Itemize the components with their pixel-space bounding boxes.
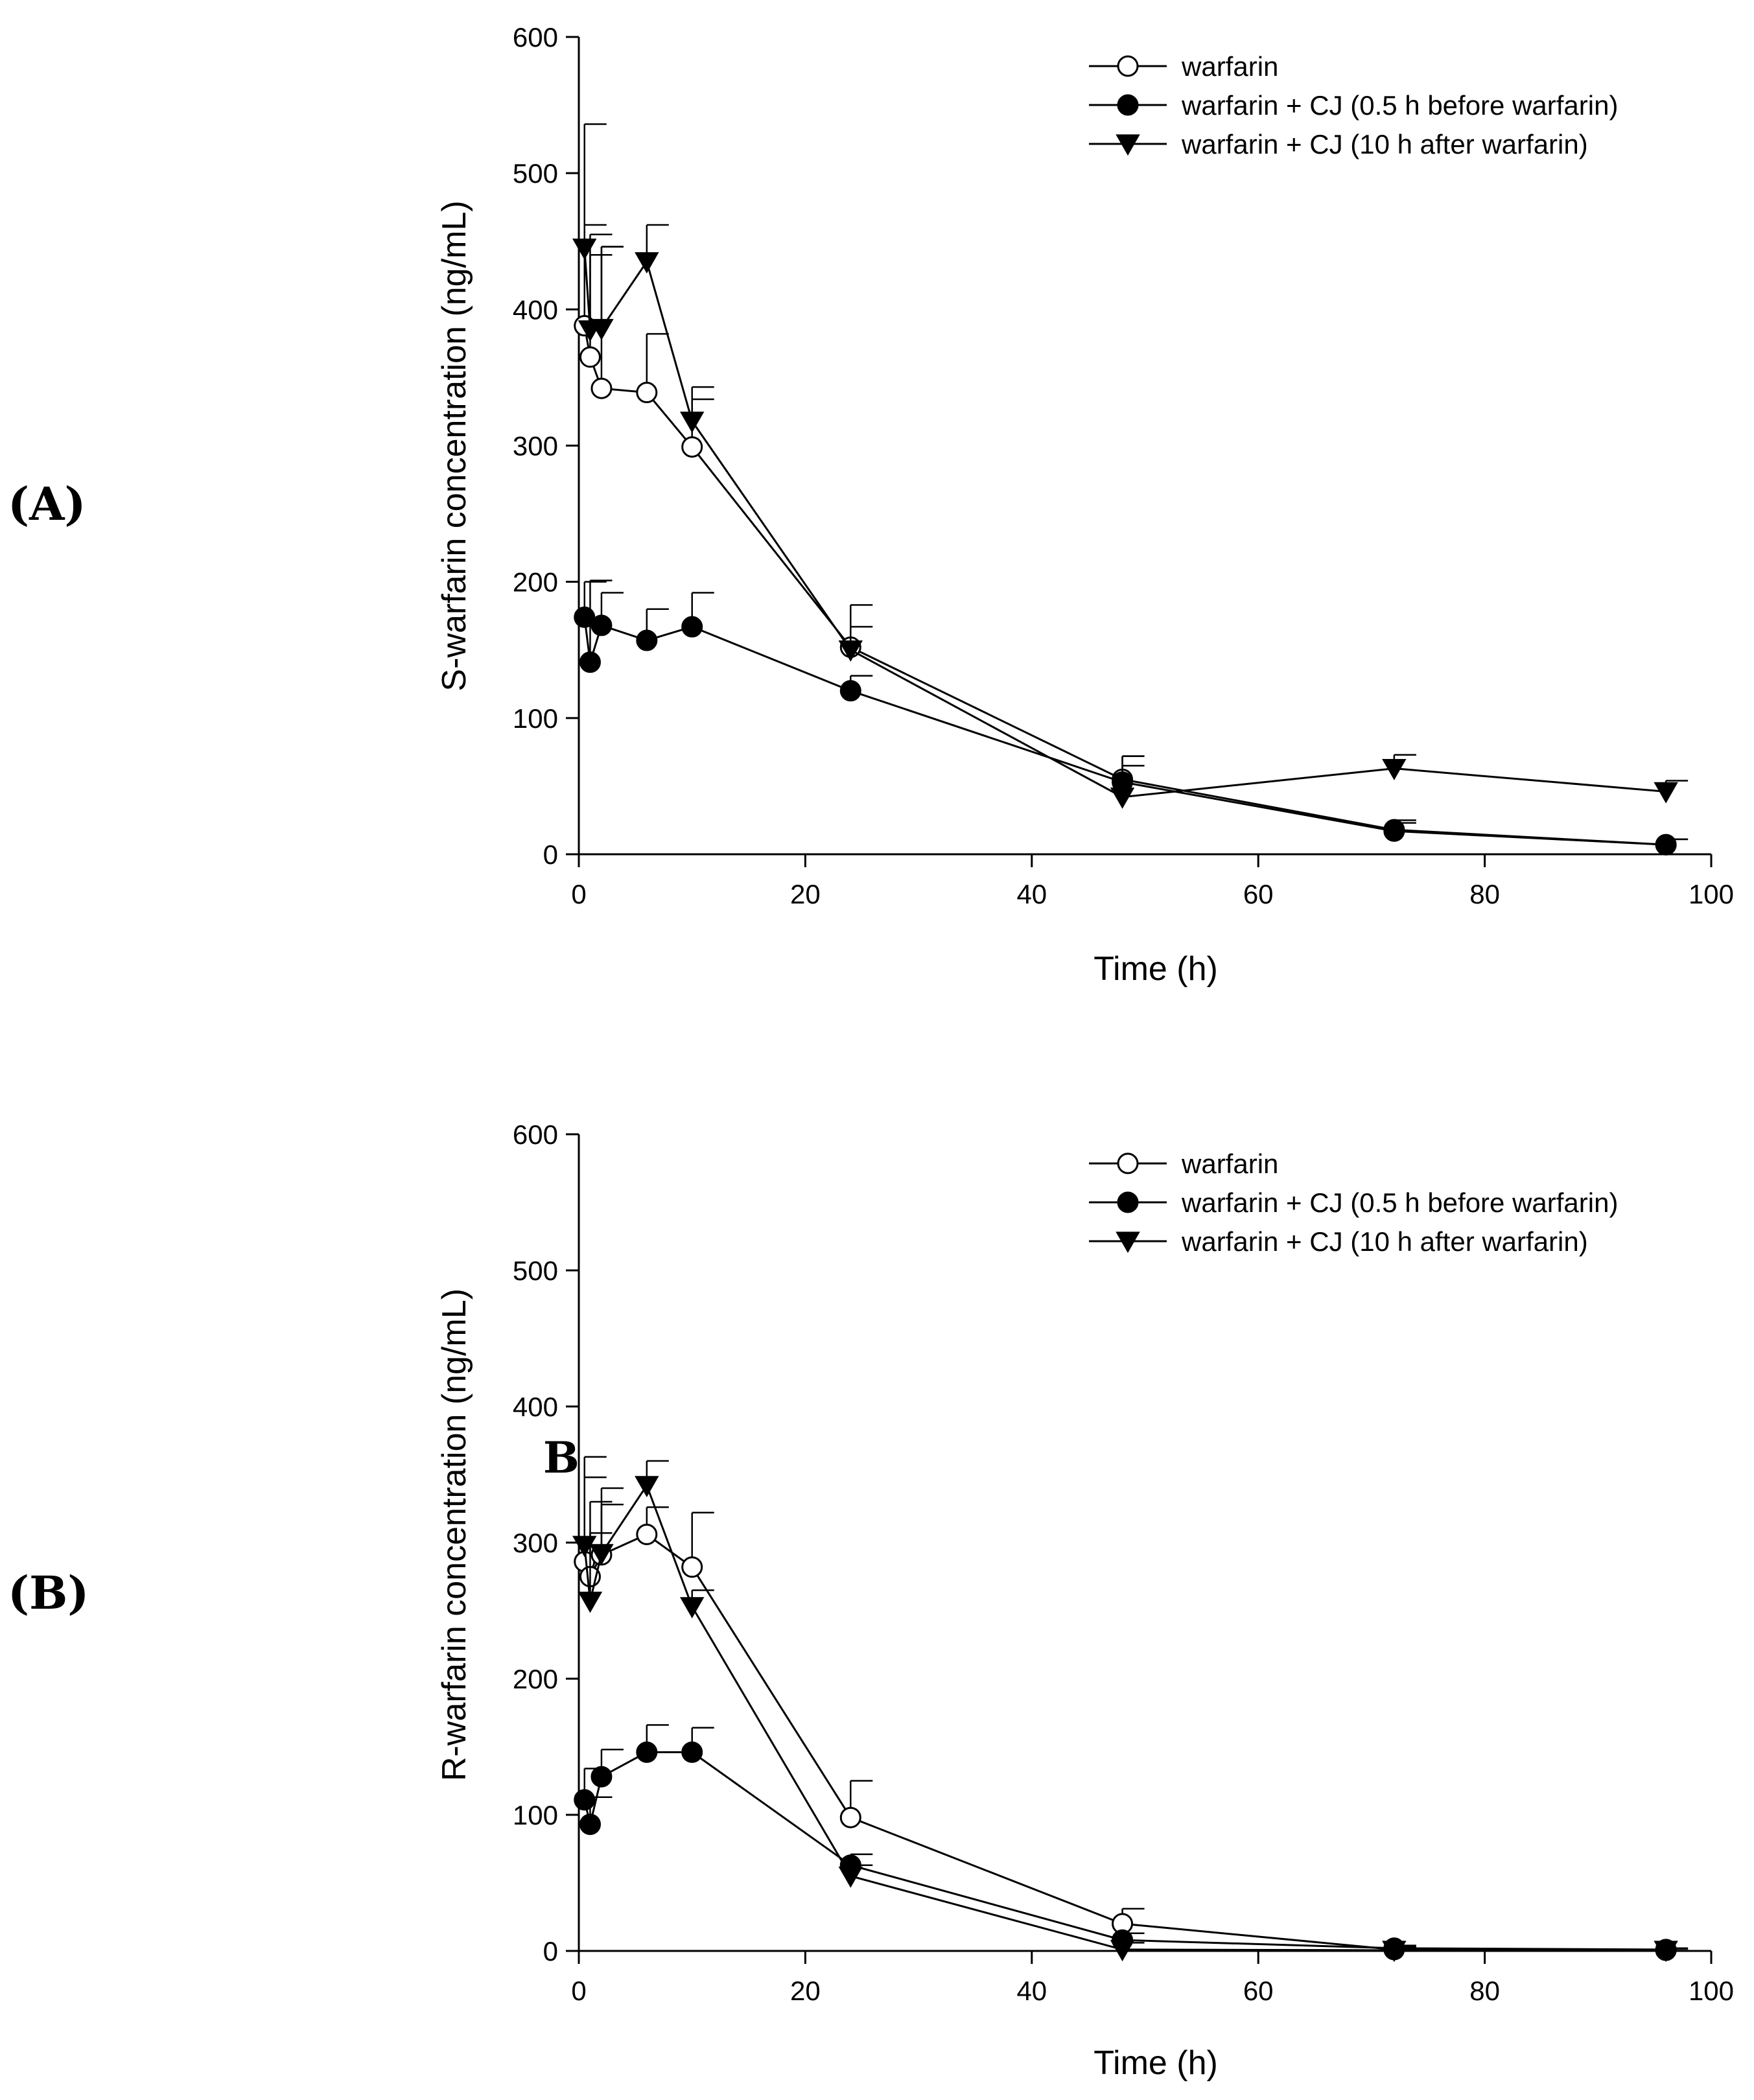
- data-point-a-1-7: [1383, 820, 1405, 842]
- legend-marker-a-2: [1116, 134, 1140, 156]
- data-point-b-2-3: [635, 1476, 659, 1497]
- x-tick-label-b-80: 80: [1469, 1976, 1500, 2006]
- x-tick-label-b-20: 20: [790, 1976, 821, 2006]
- series-line-a-warfarin-cj-0-5-h-before-warfarin: [583, 617, 1666, 846]
- data-point-b-2-1: [578, 1591, 603, 1613]
- y-tick-label-a-400: 400: [513, 294, 558, 325]
- data-point-a-2-8: [1654, 782, 1678, 804]
- data-point-a-2-3: [635, 252, 659, 274]
- x-tick-label-b-0: 0: [571, 1976, 586, 2006]
- data-point-a-2-4: [679, 412, 705, 433]
- data-point-a-2-0: [572, 239, 597, 260]
- legend-label-a-2: warfarin + CJ (10 h after warfarin): [1181, 129, 1588, 159]
- x-tick-label-a-0: 0: [571, 879, 586, 909]
- data-point-b-1-1: [579, 1814, 601, 1836]
- legend-b: warfarin warfarin + CJ (0.5 h before warf…: [1089, 1149, 1618, 1257]
- data-point-a-0-1: [579, 346, 601, 368]
- panel-b: (B) 0 100 200 300 400 500 600 0 20 40 60 80 100 warfa…: [8, 1119, 1734, 2082]
- series-line-b-warfarin-cj-10-h-after-warfarin: [583, 1483, 1666, 1952]
- x-tick-label-a-80: 80: [1469, 879, 1500, 909]
- data-point-a-0-3: [636, 382, 658, 404]
- data-point-a-1-2: [591, 614, 613, 636]
- data-point-a-1-5: [839, 680, 861, 702]
- y-tick-label-a-0: 0: [543, 839, 558, 870]
- data-point-b-2-5: [838, 1866, 863, 1888]
- data-point-b-1-0: [574, 1789, 596, 1811]
- data-point-a-2-2: [589, 319, 614, 340]
- legend-marker-b-2: [1116, 1231, 1140, 1254]
- x-tick-label-a-60: 60: [1243, 879, 1274, 909]
- panel-label-a: (A): [8, 477, 86, 531]
- y-tick-label-b-400: 400: [513, 1392, 558, 1422]
- legend-a: warfarin warfarin + CJ (0.5 h before warf…: [1089, 51, 1618, 159]
- data-point-b-2-0: [572, 1535, 597, 1558]
- legend-label-b-2: warfarin + CJ (10 h after warfarin): [1181, 1226, 1588, 1257]
- x-tick-label-a-40: 40: [1016, 879, 1047, 909]
- data-point-b-2-6: [1110, 1940, 1135, 1962]
- data-point-a-1-3: [636, 629, 658, 651]
- x-tick-label-b-40: 40: [1016, 1976, 1047, 2006]
- y-tick-label-b-100: 100: [513, 1800, 558, 1830]
- x-tick-label-b-100: 100: [1689, 1976, 1734, 2006]
- data-point-b-0-5: [839, 1806, 861, 1828]
- data-point-b-2-4: [679, 1597, 705, 1618]
- y-tick-label-a-300: 300: [513, 431, 558, 461]
- legend-label-b-1: warfarin + CJ (0.5 h before warfarin): [1181, 1187, 1618, 1218]
- y-axis-title-b: R-warfarin concentration (ng/mL): [436, 1289, 473, 1781]
- x-tick-label-a-20: 20: [790, 879, 821, 909]
- legend-marker-a-1: [1117, 94, 1139, 116]
- legend-label-a-1: warfarin + CJ (0.5 h before warfarin): [1181, 90, 1618, 121]
- x-tick-label-a-100: 100: [1689, 879, 1734, 909]
- legend-marker-a-0: [1117, 55, 1139, 77]
- panel-label-b: (B): [8, 1566, 89, 1620]
- data-point-a-1-1: [579, 651, 601, 673]
- data-point-a-1-0: [574, 606, 596, 628]
- panel-a: (A) 0 100 200 300 400 500 600 0 20 40 60 80 100 warfa…: [8, 22, 1734, 988]
- data-point-a-2-7: [1382, 758, 1407, 780]
- data-point-a-2-5: [838, 640, 863, 662]
- data-point-b-2-7: [1382, 1941, 1407, 1963]
- data-point-b-1-4: [681, 1741, 703, 1763]
- series-a-0: [574, 123, 1689, 856]
- x-tick-label-b-60: 60: [1243, 1976, 1274, 2006]
- legend-label-b-0: warfarin: [1181, 1149, 1278, 1179]
- y-tick-label-b-300: 300: [513, 1528, 558, 1558]
- y-tick-label-b-200: 200: [513, 1664, 558, 1694]
- legend-marker-b-1: [1117, 1191, 1139, 1213]
- series-line-b-warfarin: [583, 1533, 1666, 1952]
- data-point-b-1-3: [636, 1741, 658, 1763]
- y-tick-label-a-600: 600: [513, 22, 558, 52]
- legend-marker-b-0: [1117, 1152, 1139, 1174]
- data-point-a-0-4: [681, 436, 703, 458]
- data-point-b-2-2: [589, 1544, 614, 1565]
- series-line-a-warfarin: [583, 325, 1666, 846]
- data-point-a-1-8: [1655, 834, 1677, 856]
- series-line-a-warfarin-cj-10-h-after-warfarin: [583, 248, 1666, 799]
- data-point-a-0-2: [591, 377, 613, 399]
- series-b-0: [574, 1456, 1689, 1961]
- legend-label-a-0: warfarin: [1181, 51, 1278, 82]
- data-point-b-2-8: [1654, 1941, 1678, 1963]
- y-tick-label-b-0: 0: [543, 1936, 558, 1966]
- stray-panel-letter-b: B: [543, 1432, 579, 1483]
- x-axis-title-a: Time (h): [1093, 950, 1218, 988]
- y-tick-label-a-200: 200: [513, 567, 558, 598]
- y-tick-label-a-500: 500: [513, 158, 558, 189]
- series-a-2: [572, 224, 1689, 809]
- y-axis-title-a: S-warfarin concentration (ng/mL): [436, 200, 473, 691]
- x-axis-title-b: Time (h): [1093, 2044, 1218, 2082]
- data-point-b-0-4: [681, 1556, 703, 1578]
- y-tick-label-b-600: 600: [513, 1119, 558, 1150]
- data-point-b-1-2: [591, 1766, 613, 1788]
- series-b-2: [572, 1460, 1689, 1963]
- data-point-a-2-6: [1110, 788, 1135, 809]
- data-point-b-0-3: [636, 1523, 658, 1545]
- y-tick-label-b-500: 500: [513, 1255, 558, 1286]
- data-point-a-1-4: [681, 616, 703, 638]
- series-a-1: [574, 579, 1689, 856]
- y-tick-label-a-100: 100: [513, 703, 558, 734]
